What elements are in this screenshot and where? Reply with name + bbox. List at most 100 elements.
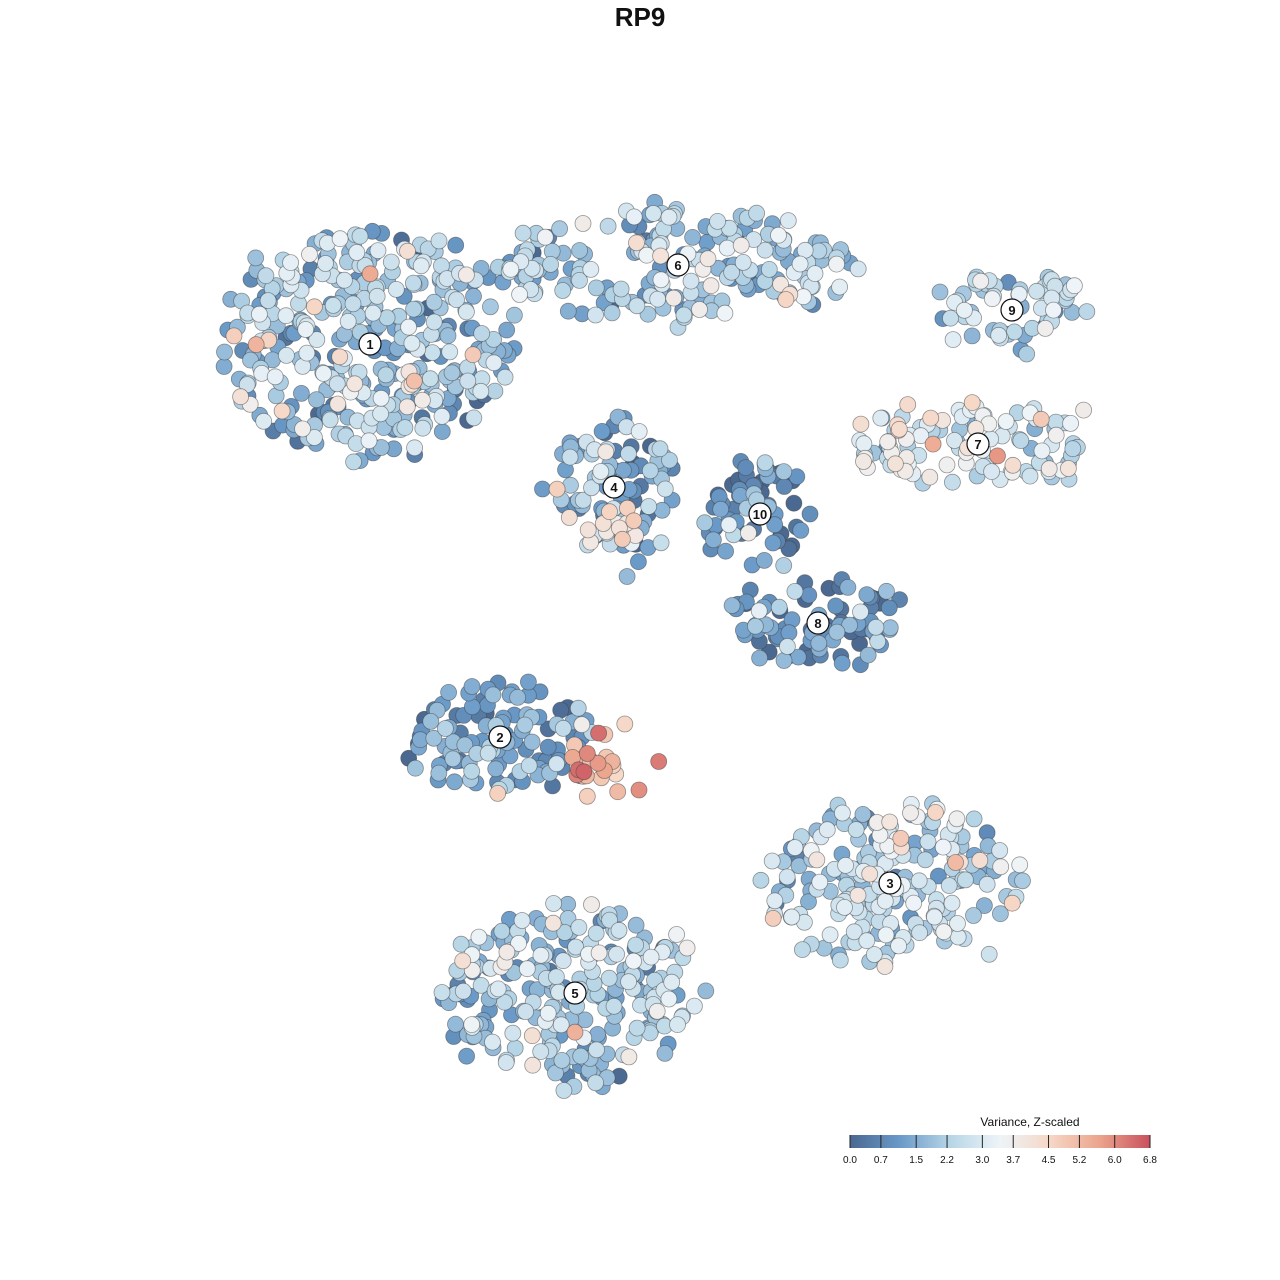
scatter-point bbox=[608, 945, 625, 963]
scatter-point bbox=[751, 649, 768, 667]
scatter-point bbox=[372, 405, 390, 423]
scatter-point bbox=[972, 272, 990, 290]
scatter-point bbox=[847, 821, 865, 838]
scatter-point bbox=[560, 509, 578, 526]
scatter-point bbox=[696, 514, 714, 532]
scatter-point bbox=[948, 810, 966, 828]
scatter-point bbox=[603, 304, 621, 322]
scatter-point bbox=[561, 448, 579, 466]
scatter-point bbox=[839, 579, 857, 596]
scatter-point bbox=[616, 715, 634, 733]
cluster-label-badge bbox=[358, 332, 382, 356]
scatter-point bbox=[569, 699, 587, 717]
scatter-point bbox=[348, 244, 366, 261]
scatter-point bbox=[464, 346, 482, 364]
scatter-point bbox=[465, 409, 483, 427]
scatter-point bbox=[443, 364, 461, 382]
scatter-point bbox=[430, 232, 448, 250]
scatter-point bbox=[566, 1023, 584, 1041]
scatter-point bbox=[828, 255, 845, 273]
scatter-point bbox=[412, 257, 430, 275]
scatter-point bbox=[668, 926, 685, 943]
scatter-point bbox=[1018, 345, 1036, 363]
scatter-point bbox=[935, 923, 953, 941]
scatter-point bbox=[439, 327, 457, 345]
scatter-point bbox=[990, 326, 1008, 344]
scatter-point bbox=[652, 247, 669, 265]
scatter-point bbox=[489, 785, 507, 802]
scatter-point bbox=[247, 336, 265, 354]
scatter-point bbox=[575, 763, 593, 781]
scatter-point bbox=[831, 951, 849, 969]
scatter-point bbox=[423, 344, 441, 362]
scatter-point bbox=[963, 327, 981, 345]
color-legend: 0.0 0.7 1.5 2.2 3.0 3.7 4.5 5.2 6.0 6.8 bbox=[843, 1135, 1157, 1166]
scatter-point bbox=[572, 1047, 590, 1065]
scatter-point bbox=[372, 389, 390, 407]
scatter-point bbox=[473, 325, 491, 342]
cluster-label: 9 bbox=[1000, 298, 1024, 322]
scatter-point bbox=[652, 271, 670, 289]
scatter-point bbox=[574, 491, 592, 509]
scatter-point bbox=[911, 924, 928, 942]
cluster-label-badge bbox=[748, 502, 772, 526]
scatter-point bbox=[339, 312, 357, 330]
cluster-label-text: 3 bbox=[886, 876, 893, 891]
scatter-point bbox=[317, 255, 334, 272]
scatter-point bbox=[605, 997, 623, 1015]
scatter-point bbox=[821, 926, 839, 944]
scatter-point bbox=[452, 935, 470, 953]
scatter-point bbox=[378, 309, 396, 327]
scatter-point bbox=[534, 480, 551, 498]
scatter-point bbox=[1006, 323, 1023, 341]
scatter-point bbox=[641, 462, 659, 480]
scatter-point bbox=[496, 368, 514, 386]
scatter-point bbox=[597, 443, 615, 461]
scatter-point bbox=[331, 348, 349, 366]
scatter-point bbox=[1045, 301, 1062, 319]
scatter-point bbox=[800, 586, 818, 604]
scatter-point bbox=[963, 394, 981, 412]
scatter-point bbox=[301, 245, 318, 263]
scatter-point bbox=[524, 1056, 542, 1074]
scatter-point bbox=[592, 463, 610, 480]
scatter-point bbox=[315, 365, 333, 382]
scatter-point bbox=[656, 480, 674, 498]
scatter-point bbox=[834, 804, 851, 822]
scatter-point bbox=[828, 623, 846, 641]
legend-tick-label: 6.8 bbox=[1143, 1155, 1157, 1166]
scatter-point bbox=[335, 271, 353, 289]
scatter-point bbox=[554, 720, 572, 737]
scatter-point bbox=[849, 260, 867, 278]
scatter-point bbox=[855, 453, 872, 470]
scatter-point bbox=[620, 1048, 638, 1066]
scatter-point bbox=[444, 750, 462, 768]
scatter-point bbox=[806, 265, 824, 283]
scatter-point bbox=[552, 701, 570, 719]
scatter-point bbox=[858, 586, 876, 603]
scatter-point bbox=[600, 969, 618, 987]
cluster-label: 1 bbox=[358, 332, 382, 356]
scatter-point bbox=[216, 343, 233, 361]
scatter-point bbox=[250, 305, 268, 323]
scatter-point bbox=[625, 952, 642, 970]
scatter-point bbox=[854, 806, 872, 823]
cluster-label: 4 bbox=[602, 475, 626, 499]
scatter-point bbox=[601, 503, 618, 521]
scatter-point bbox=[651, 440, 669, 458]
scatter-point bbox=[587, 924, 605, 942]
legend-tick-label: 1.5 bbox=[909, 1155, 923, 1166]
scatter-point bbox=[421, 370, 439, 388]
scatter-point bbox=[539, 738, 557, 756]
scatter-point bbox=[259, 292, 277, 310]
scatter-point bbox=[957, 871, 974, 889]
scatter-point bbox=[1066, 277, 1083, 295]
scatter-point bbox=[919, 833, 937, 851]
cluster-label-text: 4 bbox=[610, 480, 618, 495]
legend-title: Variance, Z-scaled bbox=[980, 1115, 1080, 1129]
scatter-point bbox=[485, 354, 503, 372]
scatter-point bbox=[399, 242, 416, 260]
scatter-point bbox=[980, 945, 998, 963]
scatter-point bbox=[716, 304, 734, 322]
cluster-label-badge bbox=[602, 475, 626, 499]
